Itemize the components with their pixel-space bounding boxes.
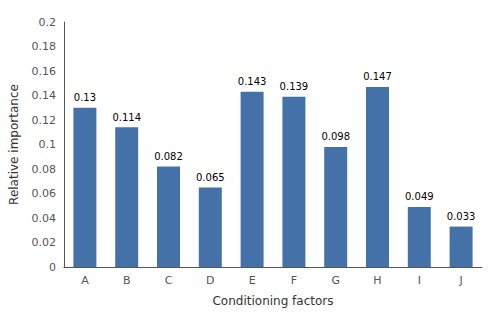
svg-text:0.04: 0.04	[32, 212, 57, 225]
svg-text:0.08: 0.08	[32, 163, 57, 176]
svg-text:0.147: 0.147	[363, 71, 392, 82]
svg-text:0: 0	[49, 261, 56, 274]
svg-text:0.114: 0.114	[112, 112, 141, 123]
svg-text:0.139: 0.139	[280, 81, 309, 92]
svg-text:H: H	[373, 274, 381, 287]
svg-text:C: C	[165, 274, 173, 287]
svg-text:0.06: 0.06	[32, 187, 57, 200]
svg-text:G: G	[331, 274, 340, 287]
svg-text:F: F	[291, 274, 297, 287]
svg-text:0.13: 0.13	[74, 92, 96, 103]
svg-text:0.2: 0.2	[39, 16, 57, 29]
svg-text:0.082: 0.082	[154, 151, 183, 162]
svg-text:0.033: 0.033	[447, 211, 476, 222]
svg-text:B: B	[123, 274, 131, 287]
svg-text:A: A	[81, 274, 89, 287]
svg-text:0.049: 0.049	[405, 191, 434, 202]
svg-text:Conditioning factors: Conditioning factors	[212, 294, 333, 308]
svg-text:0.14: 0.14	[32, 89, 57, 102]
svg-text:0.12: 0.12	[32, 114, 57, 127]
svg-text:J: J	[458, 274, 462, 287]
svg-text:0.143: 0.143	[238, 76, 267, 87]
svg-text:D: D	[206, 274, 214, 287]
svg-text:0.18: 0.18	[32, 40, 57, 53]
svg-text:0.065: 0.065	[196, 172, 225, 183]
svg-text:Relative importance: Relative importance	[7, 84, 21, 205]
svg-text:0.098: 0.098	[321, 131, 350, 142]
svg-text:I: I	[418, 274, 421, 287]
svg-text:0.1: 0.1	[39, 138, 57, 151]
svg-text:0.16: 0.16	[32, 65, 57, 78]
svg-text:0.02: 0.02	[32, 236, 57, 249]
svg-text:E: E	[249, 274, 256, 287]
